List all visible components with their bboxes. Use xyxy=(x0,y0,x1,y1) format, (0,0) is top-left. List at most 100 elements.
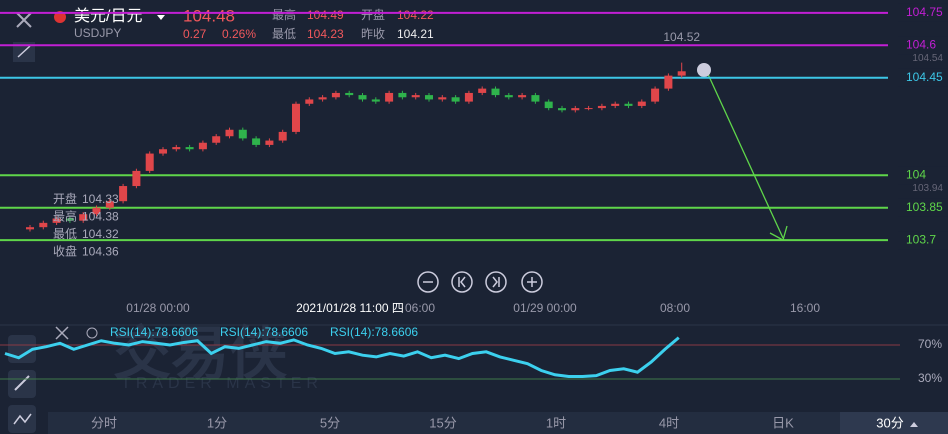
zoom-controls xyxy=(417,271,543,293)
rsi-settings[interactable] xyxy=(86,327,98,339)
tab[interactable]: 分时 xyxy=(91,415,117,430)
low-label: 最低 xyxy=(272,27,296,41)
rsi-label: RSI(14):78.6606 xyxy=(220,325,308,339)
time-label: 2021/01/28 11:00 四 xyxy=(296,301,404,315)
candle-body xyxy=(198,142,207,150)
level-tag xyxy=(898,231,948,250)
level-label: 104 xyxy=(906,167,926,181)
candle-body xyxy=(544,101,553,109)
tab[interactable]: 日K xyxy=(772,415,794,430)
scroll-left[interactable] xyxy=(451,271,473,293)
tab[interactable]: 5分 xyxy=(320,415,340,430)
tab[interactable]: 4时 xyxy=(659,415,679,430)
rsi-label: RSI(14):78.6606 xyxy=(330,325,418,339)
candle-body xyxy=(172,147,181,150)
symbol-code: USDJPY xyxy=(74,26,121,40)
candle-body xyxy=(26,227,34,230)
price: 104.48 xyxy=(183,6,235,25)
tab[interactable]: 15分 xyxy=(429,415,456,430)
candle-body xyxy=(491,88,500,96)
ohlc-label: 最低 xyxy=(53,227,77,241)
open-label: 开盘 xyxy=(361,7,385,22)
change: 0.27 xyxy=(183,27,207,41)
tab-dropdown xyxy=(910,422,918,427)
candle-body xyxy=(425,95,433,100)
candle-body xyxy=(265,140,274,145)
level-label: 104.75 xyxy=(906,5,943,19)
time-label: 01/29 00:00 xyxy=(513,301,577,315)
candle-body xyxy=(145,153,154,171)
candle-body xyxy=(252,138,261,145)
tab[interactable]: 1时 xyxy=(546,415,566,430)
ohlc-label: 最高 xyxy=(53,209,77,224)
candle-body xyxy=(305,99,314,104)
rsi-line xyxy=(4,336,680,378)
info-icon[interactable] xyxy=(697,63,711,77)
ohlc-label: 开盘 xyxy=(53,191,77,206)
rsi-level-label: 30% xyxy=(918,371,942,385)
candle-body xyxy=(464,92,473,102)
level-tag xyxy=(898,3,948,22)
time-label: 08:00 xyxy=(660,301,690,315)
candle-body xyxy=(451,97,460,102)
close-button[interactable] xyxy=(16,12,32,28)
candle-body xyxy=(611,103,620,106)
candle-body xyxy=(438,97,447,100)
ohlc-value: 104.32 xyxy=(82,227,119,241)
change-pct: 0.26% xyxy=(222,27,256,41)
ohlc-value: 104.38 xyxy=(82,210,119,224)
candle-body xyxy=(79,214,88,221)
candle-body xyxy=(637,101,646,106)
candle-body xyxy=(65,218,74,221)
level-tag xyxy=(898,198,948,217)
candle-body xyxy=(597,105,606,109)
candle-body xyxy=(105,201,114,208)
high-label: 最高 xyxy=(272,7,296,22)
candle-body xyxy=(159,149,167,154)
candle-body xyxy=(571,108,580,111)
level-label: 104.45 xyxy=(906,70,943,84)
peak-label: 104.52 xyxy=(663,30,700,44)
candle-body xyxy=(212,136,221,143)
candle-body xyxy=(318,97,327,100)
candle-body xyxy=(478,88,487,93)
y-tick-label: 103.94 xyxy=(912,183,943,194)
tab-bar xyxy=(48,412,948,434)
prev-label: 昨收 xyxy=(361,27,385,41)
rsi-close[interactable] xyxy=(55,326,69,340)
level-tag xyxy=(898,36,948,55)
zoom-out[interactable] xyxy=(417,271,439,293)
symbol-name[interactable]: 美元/日元 xyxy=(74,7,142,25)
ohlc-label: 收盘 xyxy=(53,244,77,259)
low: 104.23 xyxy=(307,27,344,41)
high: 104.49 xyxy=(307,8,344,22)
level-label: 103.85 xyxy=(906,200,943,214)
scroll-right[interactable] xyxy=(485,271,507,293)
candle-body xyxy=(371,99,380,102)
ohlc-value: 104.33 xyxy=(82,192,119,206)
time-label: 06:00 xyxy=(405,301,435,315)
candle-body xyxy=(411,95,420,98)
candle-body xyxy=(358,95,367,100)
candle-body xyxy=(278,131,287,141)
candle-body xyxy=(39,222,48,228)
level-tag xyxy=(898,68,948,87)
prev: 104.21 xyxy=(397,27,434,41)
zoom-in[interactable] xyxy=(521,271,543,293)
tab[interactable]: 30分 xyxy=(876,415,903,430)
candle-body xyxy=(624,103,633,106)
candle-body xyxy=(504,95,513,98)
candle-body xyxy=(558,108,566,111)
candle-body xyxy=(132,170,141,187)
watermark-sub: TRADER MASTER xyxy=(121,375,323,392)
tab[interactable]: 1分 xyxy=(207,415,227,430)
level-tag xyxy=(898,166,948,185)
candle-body xyxy=(677,71,686,76)
level-label: 104.6 xyxy=(906,37,936,51)
collapse-button[interactable] xyxy=(13,42,35,62)
dropdown-arrow[interactable] xyxy=(157,15,165,20)
rsi-label: RSI(14):78.6606 xyxy=(110,325,198,339)
crosshair-time-bg xyxy=(268,300,432,317)
